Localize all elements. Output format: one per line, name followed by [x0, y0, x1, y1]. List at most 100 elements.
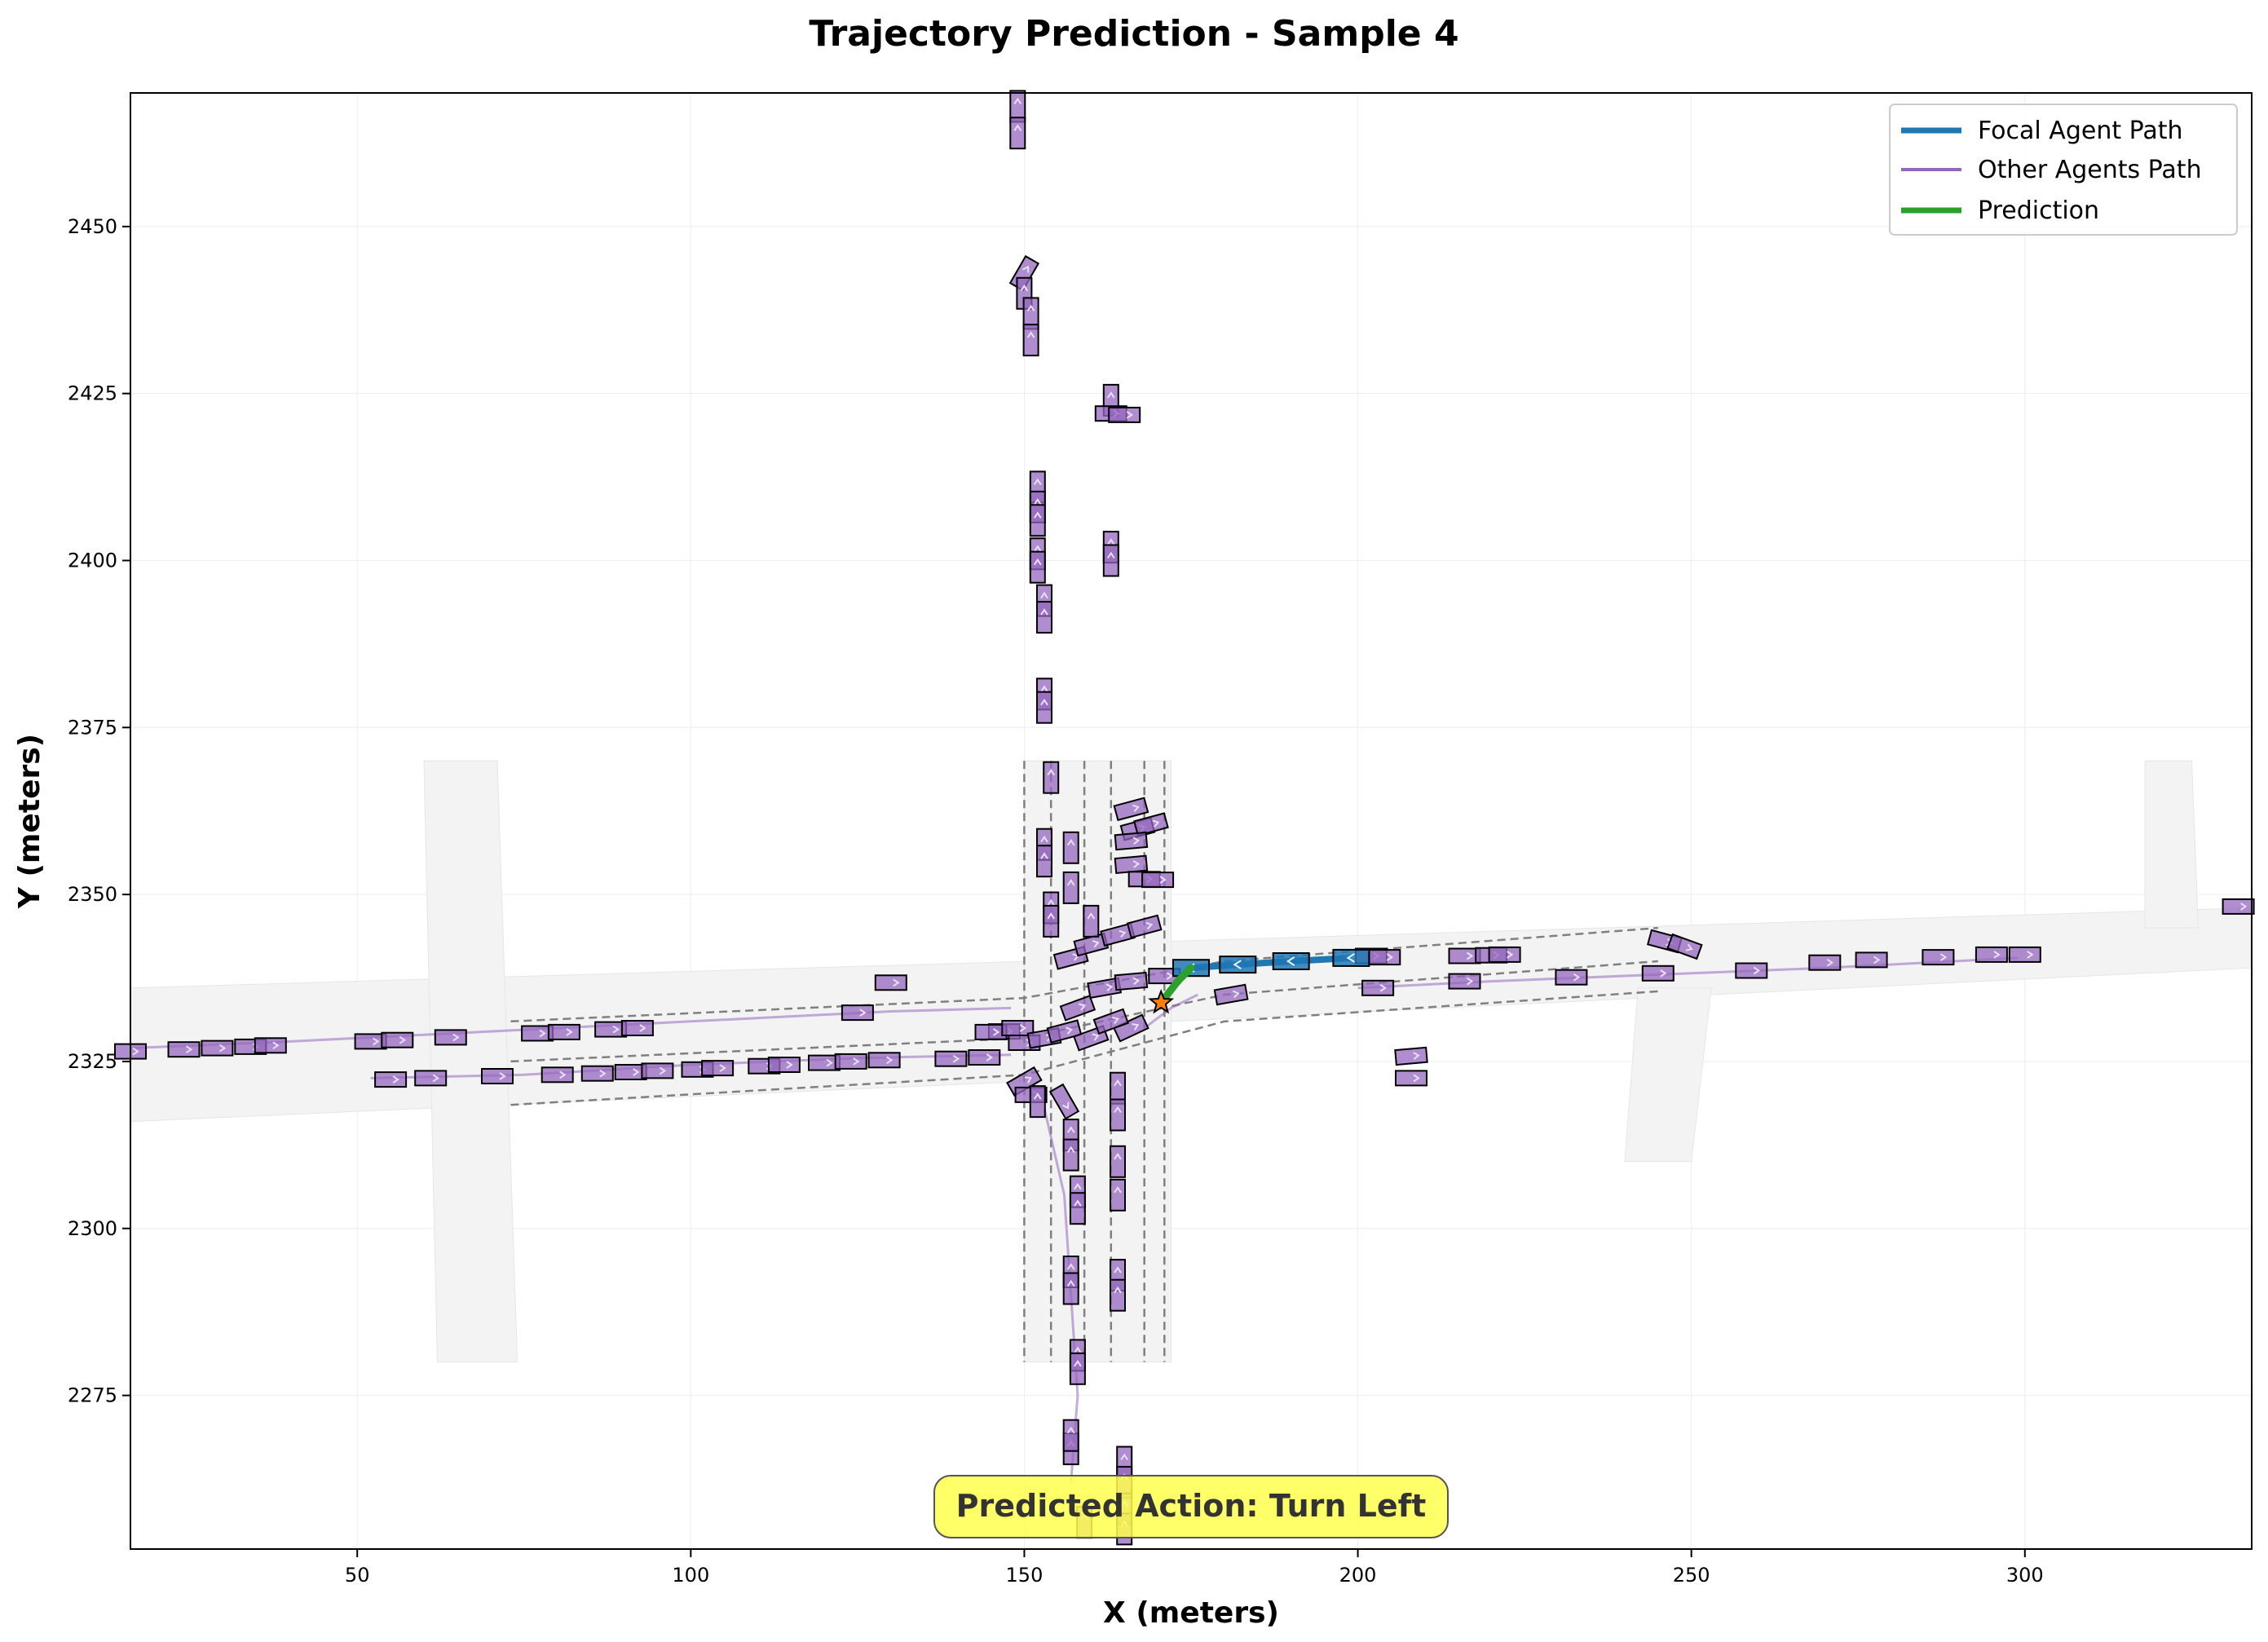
focal-agent-box [1332, 948, 1370, 967]
agent-heading-marker [1033, 498, 1042, 505]
agent-body [1132, 812, 1169, 836]
agent-body [1102, 544, 1119, 577]
other-agent-box [867, 1052, 901, 1069]
legend-label-focal: Focal Agent Path [1978, 117, 2183, 145]
agent-body [1029, 1085, 1046, 1119]
agent-heading-marker [539, 1029, 546, 1038]
other-agent-box [620, 1020, 654, 1036]
other-agent-box [1666, 933, 1703, 960]
other-agent-box [1488, 946, 1521, 963]
legend: Focal Agent Path Other Agents Path Predi… [1889, 104, 2238, 236]
agent-body [414, 1070, 448, 1087]
annotation-text: Predicted Action: Turn Left [956, 1488, 1427, 1524]
agent-body [580, 1065, 614, 1082]
agent-body [201, 1039, 234, 1057]
agent-heading-marker [633, 1068, 640, 1076]
agent-body [1048, 1083, 1080, 1120]
agent-body [1113, 797, 1149, 822]
agent-heading-marker [992, 1028, 1000, 1036]
agent-heading-marker [986, 1053, 994, 1062]
other-agent-box [1029, 550, 1046, 584]
other-agent-box [1110, 1178, 1126, 1212]
agent-heading-marker [1066, 1263, 1075, 1270]
agent-heading-marker [373, 1037, 380, 1046]
other-agent-box [541, 1066, 574, 1084]
agent-body [254, 1037, 287, 1054]
prediction-path [1157, 964, 1195, 1007]
other-agent-box [1855, 951, 1888, 969]
x-tick-label: 200 [1339, 1564, 1377, 1587]
agent-body [1126, 914, 1163, 939]
agent-heading-marker [1114, 1286, 1122, 1294]
other-agent-box [874, 974, 907, 991]
agent-heading-marker [566, 1028, 573, 1036]
chart-title: Trajectory Prediction - Sample 4 [809, 13, 1458, 55]
other-agent-box [1102, 544, 1119, 577]
other-agent-box [1641, 964, 1675, 982]
road-polygon [2144, 760, 2200, 929]
agent-heading-marker [1040, 685, 1048, 692]
other-agent-box [1108, 406, 1141, 423]
other-agent-box [1043, 904, 1060, 938]
other-agent-box [1110, 1098, 1126, 1132]
agent-body [481, 1068, 514, 1084]
x-tick-label: 150 [1006, 1564, 1044, 1587]
other-agent-box [1029, 504, 1046, 537]
agent-body [1448, 973, 1481, 990]
other-agent-box [1114, 831, 1149, 851]
focal-heading-marker [1233, 960, 1242, 969]
agent-heading-marker [1033, 478, 1042, 485]
agent-heading-marker [1114, 1106, 1122, 1114]
agent-body [1975, 946, 2008, 963]
agent-heading-marker [1660, 969, 1667, 978]
agent-heading-marker [786, 1061, 793, 1069]
agent-body [1555, 969, 1588, 986]
agent-body [1046, 1019, 1083, 1044]
agent-body [968, 1049, 1001, 1066]
other-agent-box [1036, 601, 1052, 634]
agent-heading-marker [719, 1064, 726, 1072]
other-agent-box [381, 1031, 414, 1048]
other-agent-box [1114, 971, 1149, 991]
agent-body [701, 1060, 735, 1077]
agent-boxes [114, 90, 2255, 1546]
other-agent-box [841, 1004, 874, 1022]
agent-heading-marker [859, 1009, 867, 1017]
focal-body [1332, 948, 1370, 967]
other-agent-box [414, 1070, 448, 1087]
agent-body [1043, 904, 1060, 938]
y-axis-ticks: 2275 2300 2325 2350 2375 2400 2425 2450 [68, 215, 130, 1407]
other-agent-box [1036, 845, 1052, 878]
agent-heading-marker [853, 1057, 860, 1066]
agent-heading-marker [1232, 990, 1240, 999]
agent-body [1855, 951, 1888, 969]
lane-line [510, 990, 1658, 1106]
other-agent-box [2008, 946, 2041, 963]
legend-label-others: Other Agents Path [1978, 156, 2202, 184]
other-agent-box [1126, 914, 1163, 939]
agent-body [1062, 831, 1079, 864]
road-surfaces [130, 760, 2253, 1363]
agent-heading-marker [1087, 912, 1096, 920]
agent-body [1141, 872, 1175, 889]
agent-heading-marker [639, 1024, 646, 1032]
agent-body [1361, 979, 1395, 996]
agent-heading-marker [1379, 983, 1387, 992]
agent-heading-marker [1413, 1074, 1420, 1083]
agent-heading-marker [1106, 538, 1115, 545]
agent-body [1062, 1138, 1079, 1172]
agent-heading-marker [1114, 1266, 1122, 1273]
agent-heading-marker [886, 1056, 894, 1065]
agent-heading-marker [1047, 898, 1056, 907]
agent-body [841, 1004, 874, 1022]
other-agent-box [767, 1057, 801, 1073]
other-agent-box [1114, 854, 1149, 875]
other-agent-box [1062, 1138, 1079, 1172]
other-agent-box [1029, 1085, 1046, 1119]
other-agent-box [1448, 973, 1481, 990]
agent-body [641, 1062, 674, 1079]
agent-heading-marker [1062, 1101, 1070, 1110]
other-agent-box [1069, 1352, 1086, 1385]
agent-heading-marker [1066, 838, 1075, 846]
